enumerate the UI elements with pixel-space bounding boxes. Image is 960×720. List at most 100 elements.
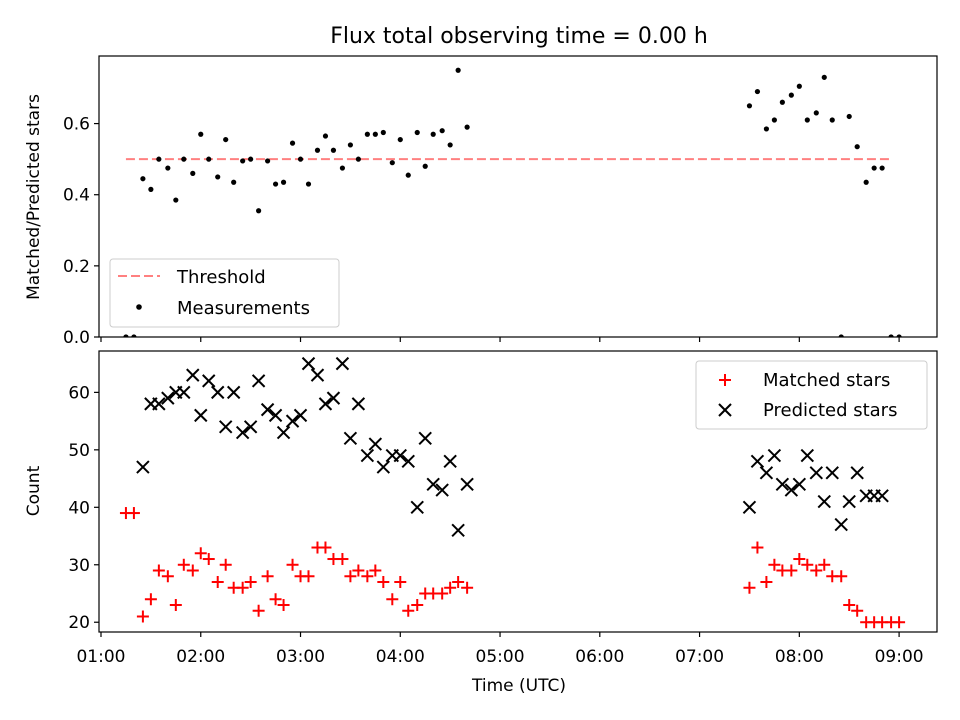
- measurements-point: [838, 334, 844, 337]
- matched-stars-point: [402, 604, 415, 617]
- predicted-stars-point: [792, 477, 807, 492]
- matched-stars-point: [751, 541, 764, 554]
- measurements-point: [754, 88, 761, 95]
- bottom-y-tick-label: 40: [68, 498, 90, 518]
- bottom-legend: Matched stars Predicted stars: [695, 360, 928, 430]
- measurements-point: [272, 181, 279, 187]
- predicted-stars-point: [177, 385, 191, 400]
- predicted-stars-point: [243, 420, 258, 434]
- x-tick-label: 07:00: [675, 647, 724, 667]
- top-y-tick-label: 0.0: [63, 328, 90, 348]
- predicted-stars-point: [235, 425, 250, 440]
- predicted-stars-point: [759, 466, 774, 480]
- x-tick-label: 06:00: [575, 647, 624, 667]
- predicted-stars-point: [318, 397, 333, 411]
- measurements-point: [280, 179, 287, 185]
- figure-title: Flux total observing time = 0.00 h: [330, 24, 708, 49]
- top-y-tick-label: 0.6: [63, 115, 90, 135]
- x-tick-label: 03:00: [276, 647, 325, 667]
- matched-stars-point: [136, 610, 149, 623]
- matched-stars-point: [785, 564, 798, 577]
- matched-stars-point: [277, 598, 290, 611]
- measurements-point: [804, 117, 810, 123]
- measurements-point: [330, 147, 337, 153]
- measurements-point: [248, 156, 254, 162]
- measurements-point: [871, 165, 877, 171]
- measurements-point: [240, 158, 246, 164]
- measurements-legend-label: Measurements: [177, 298, 310, 319]
- matched-stars-legend-label: Matched stars: [763, 370, 890, 391]
- measurements-point: [322, 133, 329, 139]
- measurements-point: [854, 144, 860, 150]
- measurements-point: [439, 128, 445, 134]
- predicted-stars-point: [226, 385, 241, 400]
- matched-stars-point: [261, 570, 274, 583]
- bottom-marks: [119, 356, 906, 629]
- matched-stars-point: [436, 587, 449, 600]
- x-tick-label: 08:00: [775, 647, 824, 667]
- matched-stars-point: [344, 570, 357, 583]
- predicted-stars-point: [360, 448, 375, 463]
- matched-stars-point: [236, 581, 249, 594]
- predicted-stars-point: [310, 368, 325, 382]
- predicted-stars-point: [809, 466, 823, 480]
- measurements-point: [289, 140, 296, 146]
- measurements-point: [140, 176, 146, 182]
- measurements-point: [779, 99, 785, 105]
- measurements-point: [422, 163, 428, 169]
- bottom-y-tick-label: 20: [68, 613, 90, 633]
- measurements-point: [347, 142, 353, 148]
- measurements-point: [896, 334, 902, 337]
- measurements-point: [264, 158, 271, 164]
- measurements-point: [863, 179, 869, 185]
- predicted-stars-point: [211, 385, 225, 400]
- matched-stars-point: [177, 558, 190, 571]
- matched-stars-point: [793, 553, 806, 566]
- matched-stars-point: [194, 547, 207, 560]
- predicted-stars-point: [817, 494, 831, 509]
- bottom-y-tick-label: 60: [68, 383, 90, 403]
- top-legend: Threshold Measurements: [109, 258, 340, 328]
- matched-stars-point: [386, 593, 399, 606]
- top-plot-area: 0.0 0.2 0.4 0.6: [63, 55, 938, 348]
- measurements-point: [131, 334, 137, 337]
- predicted-stars-point: [842, 494, 856, 509]
- bottom-y-axis-label: Count: [24, 465, 44, 516]
- matched-stars-point: [843, 598, 856, 611]
- predicted-stars-point: [251, 374, 266, 388]
- measurements-point: [215, 174, 221, 180]
- predicted-stars-point: [136, 460, 150, 474]
- matched-stars-point: [760, 576, 773, 589]
- matched-stars-point: [377, 576, 390, 589]
- measurements-point: [181, 156, 187, 162]
- matched-stars-point: [444, 581, 457, 594]
- predicted-stars-point: [850, 466, 864, 480]
- measurements-point: [231, 179, 237, 185]
- predicted-stars-point: [435, 483, 449, 497]
- top-axes-frame: [98, 55, 938, 338]
- measurements-point: [314, 147, 321, 153]
- matched-stars-point: [361, 570, 374, 583]
- predicted-stars-point: [401, 454, 415, 469]
- measurements-point: [464, 124, 470, 130]
- matched-stars-point: [127, 507, 140, 520]
- matched-stars-point: [302, 570, 315, 583]
- predicted-stars-point: [750, 454, 765, 469]
- predicted-stars-point: [800, 448, 815, 463]
- predicted-stars-point: [152, 397, 166, 411]
- measurements-point: [405, 172, 411, 178]
- top-y-axis-label: Matched/Predicted stars: [24, 94, 44, 300]
- bottom-axes-frame: [98, 350, 938, 633]
- predicted-stars-point: [418, 431, 432, 446]
- bottom-plot-area: 20 30 40 50 60: [68, 350, 938, 637]
- matched-stars-point: [211, 576, 224, 589]
- predicted-stars-legend-swatch: [718, 403, 732, 417]
- measurements-point: [879, 165, 885, 171]
- measurements-point: [397, 136, 403, 143]
- matched-stars-point: [244, 576, 257, 589]
- threshold-legend-label: Threshold: [176, 267, 266, 288]
- measurements-point: [165, 165, 171, 171]
- predicted-stars-point: [426, 477, 440, 492]
- measurements-point: [846, 113, 852, 120]
- matched-stars-point: [452, 576, 465, 589]
